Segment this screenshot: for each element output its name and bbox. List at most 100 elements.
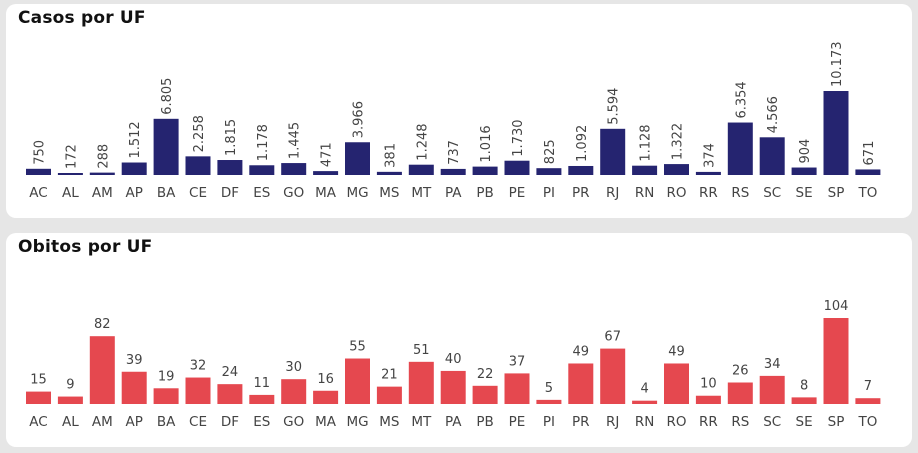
deaths-bar-ce[interactable]: [185, 377, 211, 404]
deaths-category-label: GO: [283, 414, 304, 430]
cases-category-label: PR: [572, 185, 590, 201]
cases-value-label: 1.092: [575, 125, 590, 162]
deaths-value-label: 40: [445, 352, 462, 367]
deaths-category-label: PR: [572, 414, 590, 430]
cases-bar-pb[interactable]: [472, 166, 498, 175]
cases-category-label: AC: [29, 185, 47, 201]
cases-value-label: 381: [383, 143, 398, 168]
cases-value-label: 1.248: [415, 123, 430, 160]
cases-value-label: 825: [543, 139, 558, 164]
deaths-bar-pi[interactable]: [536, 399, 562, 404]
cases-category-label: PE: [509, 185, 526, 201]
deaths-bar-df[interactable]: [217, 384, 243, 404]
deaths-bar-rn[interactable]: [632, 400, 658, 404]
cases-bar-am[interactable]: [89, 172, 115, 175]
deaths-value-label: 55: [349, 340, 366, 355]
deaths-category-label: SP: [828, 414, 845, 430]
cases-bar-rj[interactable]: [600, 128, 626, 175]
deaths-category-label: MT: [411, 414, 432, 430]
deaths-bar-rs[interactable]: [727, 382, 753, 405]
deaths-category-label: AL: [62, 414, 79, 430]
cases-bar-ma[interactable]: [313, 171, 339, 175]
deaths-category-label: PI: [543, 414, 555, 430]
cases-category-label: AM: [92, 185, 113, 201]
deaths-value-label: 7: [864, 379, 872, 394]
deaths-bar-es[interactable]: [249, 394, 275, 404]
cases-value-label: 4.566: [766, 96, 781, 133]
cases-category-label: SE: [796, 185, 813, 201]
deaths-bar-ma[interactable]: [313, 390, 339, 404]
deaths-bar-pr[interactable]: [568, 363, 594, 404]
cases-value-label: 904: [798, 139, 813, 164]
cases-bar-ap[interactable]: [121, 162, 147, 175]
deaths-value-label: 8: [800, 378, 808, 393]
deaths-bar-rr[interactable]: [695, 395, 721, 404]
cases-bar-ro[interactable]: [664, 164, 689, 175]
deaths-bar-sc[interactable]: [759, 375, 785, 404]
cases-category-label: RN: [635, 185, 654, 201]
cases-bar-mg[interactable]: [345, 142, 370, 175]
deaths-bar-pa[interactable]: [440, 370, 466, 404]
deaths-value-label: 32: [190, 359, 207, 374]
cases-category-label: TO: [857, 185, 877, 201]
cases-value-label: 1.016: [479, 125, 494, 162]
cases-value-label: 1.322: [671, 123, 686, 160]
cases-bar-al[interactable]: [57, 173, 83, 175]
deaths-category-label: BA: [157, 414, 176, 430]
cases-bar-ce[interactable]: [185, 156, 211, 175]
cases-bar-es[interactable]: [249, 165, 275, 175]
cases-bar-to[interactable]: [855, 169, 881, 175]
cases-bar-mt[interactable]: [408, 164, 434, 175]
deaths-bar-rj[interactable]: [600, 348, 626, 404]
cases-bar-sc[interactable]: [759, 137, 785, 175]
deaths-value-label: 49: [668, 344, 685, 359]
deaths-bar-am[interactable]: [89, 336, 115, 404]
deaths-value-label: 34: [764, 357, 781, 372]
cases-bar-sp[interactable]: [823, 91, 849, 175]
cases-bar-pa[interactable]: [440, 168, 466, 175]
cases-value-label: 750: [33, 140, 48, 165]
deaths-bar-ro[interactable]: [664, 363, 689, 404]
deaths-bar-se[interactable]: [791, 397, 817, 404]
cases-category-label: RS: [731, 185, 749, 201]
deaths-bar-pb[interactable]: [472, 385, 498, 404]
deaths-bar-ms[interactable]: [376, 386, 402, 404]
deaths-bar-ba[interactable]: [153, 388, 179, 404]
deaths-category-label: AM: [92, 414, 113, 430]
deaths-category-label: AC: [29, 414, 47, 430]
cases-bar-ba[interactable]: [153, 118, 179, 175]
deaths-bar-ac[interactable]: [26, 391, 51, 404]
cases-bar-rs[interactable]: [727, 122, 753, 175]
deaths-category-label: RS: [731, 414, 749, 430]
deaths-bar-to[interactable]: [855, 398, 881, 404]
deaths-bar-al[interactable]: [57, 396, 83, 404]
cases-category-label: AP: [126, 185, 143, 201]
deaths-value-label: 82: [94, 317, 111, 332]
cases-value-label: 6.354: [734, 81, 749, 118]
deaths-bar-mg[interactable]: [345, 358, 370, 404]
cases-category-label: BA: [157, 185, 176, 201]
cases-value-label: 1.730: [511, 119, 526, 156]
cases-bar-df[interactable]: [217, 160, 243, 175]
cases-category-label: PB: [476, 185, 493, 201]
cases-category-label: AL: [62, 185, 79, 201]
deaths-bar-go[interactable]: [281, 379, 307, 404]
deaths-bar-pe[interactable]: [504, 373, 530, 404]
deaths-value-label: 30: [285, 360, 302, 375]
deaths-bar-sp[interactable]: [823, 318, 849, 404]
cases-bar-pr[interactable]: [568, 165, 594, 175]
deaths-bar-mt[interactable]: [408, 361, 434, 404]
cases-bar-rn[interactable]: [632, 165, 658, 175]
deaths-value-label: 26: [732, 364, 749, 379]
cases-bar-ac[interactable]: [26, 168, 51, 175]
cases-bar-go[interactable]: [281, 163, 307, 175]
cases-bar-pi[interactable]: [536, 168, 562, 175]
deaths-bar-ap[interactable]: [121, 371, 147, 404]
cases-category-label: CE: [189, 185, 207, 201]
cases-bar-ms[interactable]: [376, 171, 402, 175]
cases-bar-pe[interactable]: [504, 160, 530, 175]
cases-bar-se[interactable]: [791, 167, 817, 175]
cases-bar-rr[interactable]: [695, 171, 721, 175]
cases-category-label: RO: [666, 185, 686, 201]
cases-value-label: 288: [96, 144, 111, 169]
